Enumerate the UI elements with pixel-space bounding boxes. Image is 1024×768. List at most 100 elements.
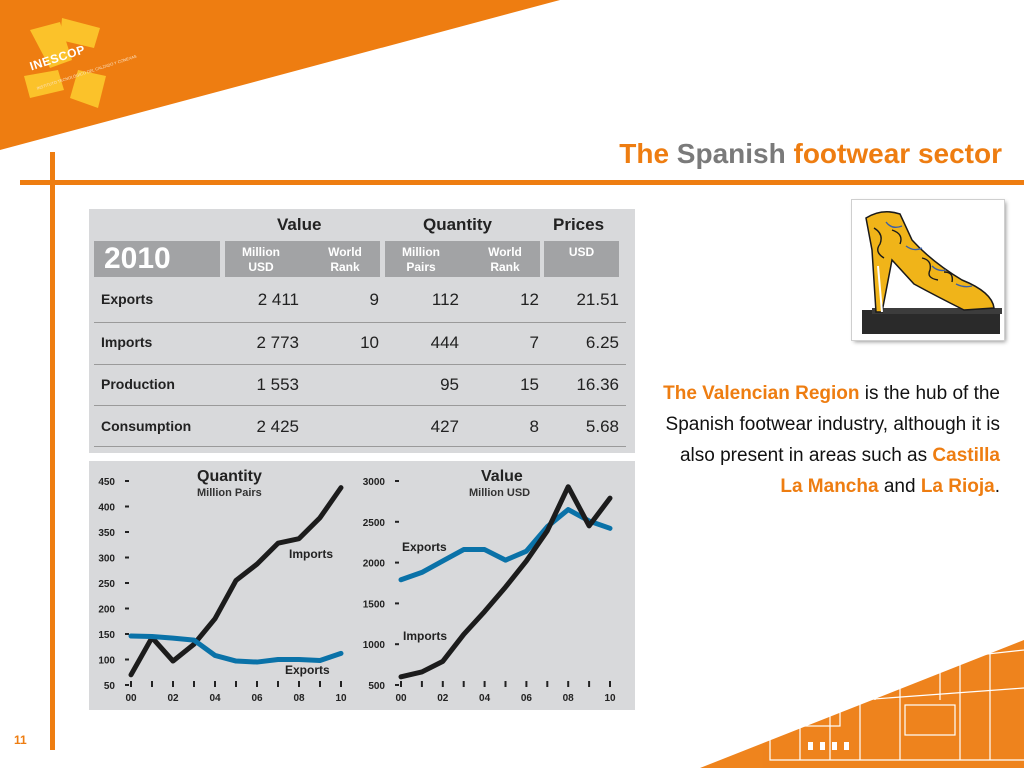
y-tick-label: 3000 bbox=[363, 477, 386, 488]
cell-consumption-price: 5.68 bbox=[585, 417, 619, 436]
page-number: 11 bbox=[14, 733, 27, 747]
row-divider bbox=[94, 405, 626, 406]
chart-title-1: Value bbox=[481, 468, 523, 485]
footwear-statistics-table: Value Quantity Prices 2010 Million USD W… bbox=[89, 209, 635, 453]
row-divider bbox=[94, 364, 626, 365]
year-label: 2010 bbox=[94, 241, 220, 277]
chart-subtitle-0: Million Pairs bbox=[197, 487, 262, 499]
series-line-imports bbox=[128, 485, 344, 678]
series-line-imports bbox=[398, 484, 613, 680]
cell-consumption-value: 2 425 bbox=[256, 417, 299, 436]
horizontal-rule bbox=[20, 180, 1024, 185]
subheader-value-world-rank: World Rank bbox=[328, 245, 362, 274]
x-tick-label: 02 bbox=[167, 693, 179, 704]
highlight-castilla-la-mancha: Castilla La Mancha bbox=[780, 445, 1000, 497]
cell-imports-value: 2 773 bbox=[256, 333, 299, 352]
cell-production-quantity: 95 bbox=[440, 375, 459, 394]
vertical-rule bbox=[50, 152, 55, 750]
quantity-subheader-box: Million Pairs World Rank bbox=[385, 241, 540, 277]
subheader-usd: USD bbox=[568, 245, 595, 259]
top-left-orange-wedge bbox=[0, 0, 560, 150]
shoe-sculpture-image bbox=[852, 200, 1004, 340]
x-tick-label: 00 bbox=[125, 693, 137, 704]
row-label-consumption: Consumption bbox=[101, 418, 192, 434]
row-label-production: Production bbox=[101, 376, 175, 392]
y-tick-label: 50 bbox=[104, 681, 116, 692]
y-tick-label: 200 bbox=[98, 605, 115, 616]
x-tick-label: 10 bbox=[604, 693, 616, 704]
building-sketch-illustration bbox=[700, 640, 1024, 768]
y-tick-label: 100 bbox=[98, 656, 115, 667]
slide-title: The Spanish footwear sector bbox=[619, 138, 1002, 170]
cell-exports-price: 21.51 bbox=[576, 290, 619, 309]
series-line-exports bbox=[398, 507, 613, 583]
x-tick-label: 08 bbox=[293, 693, 305, 704]
x-tick-label: 04 bbox=[209, 693, 221, 704]
region-description: The Valencian Region is the hub of the S… bbox=[660, 378, 1000, 502]
y-tick-label: 300 bbox=[98, 554, 115, 565]
description-text-2: and bbox=[878, 476, 921, 497]
row-divider bbox=[94, 446, 626, 447]
group-header-quantity: Quantity bbox=[423, 215, 492, 234]
row-divider bbox=[94, 322, 626, 323]
row-label-imports: Imports bbox=[101, 334, 153, 350]
highlight-valencian-region: The Valencian Region bbox=[663, 383, 860, 404]
cell-imports-price: 6.25 bbox=[585, 333, 619, 352]
cell-consumption-quantity-rank: 8 bbox=[529, 417, 539, 436]
x-tick-label: 00 bbox=[395, 693, 407, 704]
y-tick-label: 350 bbox=[98, 528, 115, 539]
series-line-exports bbox=[128, 633, 344, 665]
x-tick-label: 08 bbox=[563, 693, 575, 704]
x-tick-label: 02 bbox=[437, 693, 449, 704]
y-tick-label: 450 bbox=[98, 477, 115, 488]
group-header-prices: Prices bbox=[553, 215, 605, 234]
cell-exports-quantity: 112 bbox=[431, 290, 459, 309]
cell-imports-value-rank: 10 bbox=[360, 333, 379, 352]
trend-charts-svg: Quantity Million Pairs 450 400 350 300 250 200 1… bbox=[98, 468, 616, 704]
series-label-imports: Imports bbox=[403, 629, 447, 643]
high-heel-shoe-icon bbox=[852, 200, 1004, 340]
cell-imports-quantity-rank: 7 bbox=[529, 333, 539, 352]
subheader-million-pairs: Million Pairs bbox=[402, 245, 440, 274]
prices-subheader-box: USD bbox=[544, 241, 619, 277]
cell-production-quantity-rank: 15 bbox=[520, 375, 539, 394]
y-tick-label: 400 bbox=[98, 503, 115, 514]
trend-charts-panel: Quantity Million Pairs 450 400 350 300 250 200 1… bbox=[89, 461, 635, 710]
x-tick-label: 06 bbox=[251, 693, 263, 704]
x-tick-label: 10 bbox=[335, 693, 347, 704]
x-tick-label: 06 bbox=[521, 693, 533, 704]
title-part-spanish: Spanish bbox=[676, 138, 786, 169]
highlight-la-rioja: La Rioja bbox=[920, 476, 995, 497]
series-label-imports: Imports bbox=[289, 547, 333, 561]
description-text-3: . bbox=[994, 476, 1000, 497]
title-part-footwear-sector: footwear sector bbox=[793, 138, 1003, 169]
subheader-quantity-world-rank: World Rank bbox=[488, 245, 522, 274]
series-label-exports: Exports bbox=[285, 663, 330, 677]
cell-exports-quantity-rank: 12 bbox=[520, 290, 539, 309]
cell-production-price: 16.36 bbox=[576, 375, 619, 394]
x-tick-label: 04 bbox=[479, 693, 491, 704]
series-label-exports: Exports bbox=[402, 540, 447, 554]
row-label-exports: Exports bbox=[101, 291, 154, 307]
cell-production-value: 1 553 bbox=[256, 375, 299, 394]
cell-consumption-quantity: 427 bbox=[430, 417, 459, 436]
cell-imports-quantity: 444 bbox=[430, 333, 459, 352]
value-subheader-box: Million USD World Rank bbox=[225, 241, 380, 277]
cell-exports-value: 2 411 bbox=[257, 290, 299, 309]
y-tick-label: 500 bbox=[368, 681, 385, 692]
y-tick-label: 250 bbox=[98, 579, 115, 590]
chart-title-0: Quantity bbox=[197, 468, 262, 485]
y-tick-label: 2500 bbox=[363, 518, 386, 529]
subheader-million-usd: Million USD bbox=[242, 245, 280, 274]
y-tick-label: 1000 bbox=[363, 640, 386, 651]
inescop-logo-mark bbox=[24, 18, 106, 108]
y-tick-label: 150 bbox=[98, 630, 115, 641]
chart-subtitle-1: Million USD bbox=[469, 487, 530, 499]
description-text-1: is the hub of the Spanish footwear indus… bbox=[665, 383, 1000, 466]
cell-exports-value-rank: 9 bbox=[369, 290, 379, 309]
y-tick-label: 2000 bbox=[363, 559, 386, 570]
title-part-the: The bbox=[619, 138, 670, 169]
y-tick-label: 1500 bbox=[363, 599, 386, 610]
group-header-value: Value bbox=[277, 215, 322, 234]
